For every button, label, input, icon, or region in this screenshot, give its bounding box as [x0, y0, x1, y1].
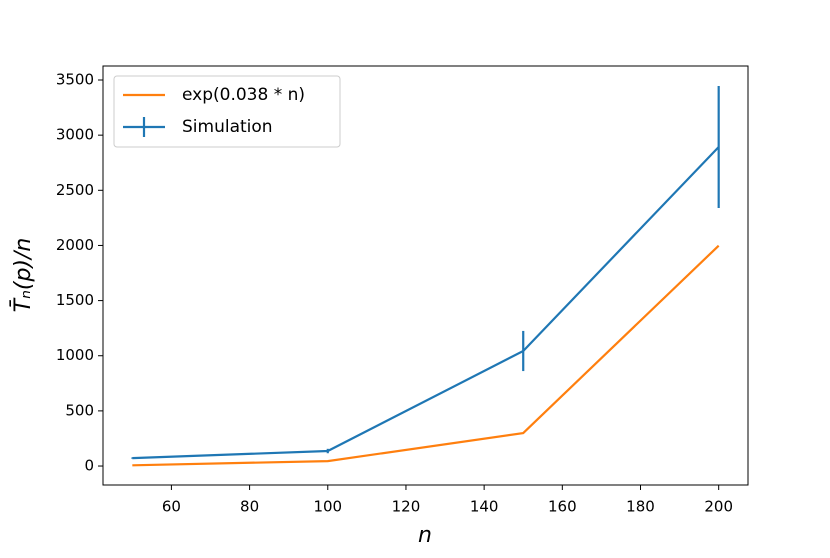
- x-tick-label: 140: [470, 498, 499, 516]
- x-tick-label: 80: [240, 498, 259, 516]
- plot-frame: [102, 65, 749, 486]
- y-axis-label: T̄ₙ(p)/n: [10, 238, 36, 313]
- y-tick-label: 0: [84, 457, 94, 475]
- y-tick-label: 3000: [56, 126, 94, 144]
- y-tick-label: 1500: [56, 291, 94, 309]
- y-tick-label: 3500: [56, 71, 94, 89]
- y-tick-label: 1000: [56, 346, 94, 364]
- x-tick-label: 160: [548, 498, 577, 516]
- legend-box: [113, 75, 341, 148]
- x-tick-label: 100: [313, 498, 342, 516]
- x-tick-label: 120: [392, 498, 421, 516]
- x-tick-label: 180: [626, 498, 655, 516]
- x-tick-label: 200: [704, 498, 733, 516]
- y-tick-label: 500: [65, 401, 94, 419]
- legend-label: exp(0.038 * n): [182, 85, 305, 105]
- y-tick-label: 2000: [56, 236, 94, 254]
- series-line: [132, 146, 720, 460]
- series-line: [132, 244, 720, 467]
- y-tick-label: 2500: [56, 181, 94, 199]
- x-tick-label: 60: [162, 498, 181, 516]
- legend-label: Simulation: [182, 117, 273, 137]
- x-axis-label: n: [418, 523, 432, 548]
